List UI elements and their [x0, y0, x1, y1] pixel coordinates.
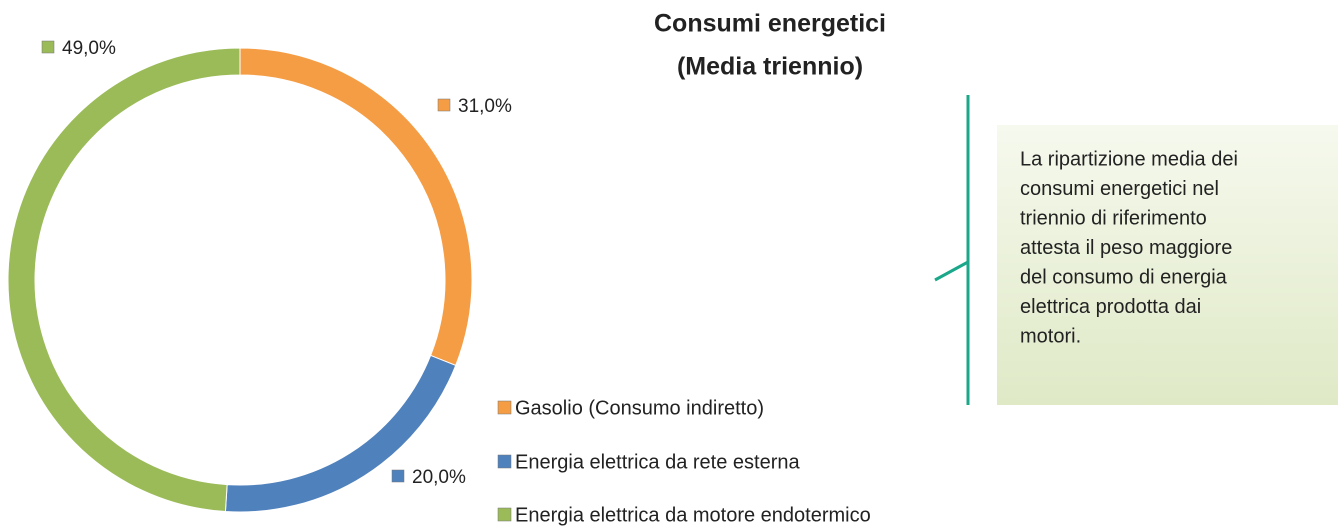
- chart-title: Consumi energetici: [654, 10, 886, 38]
- annotation-text: elettrica prodotta dai: [1020, 296, 1201, 318]
- annotation-text: motori.: [1020, 325, 1081, 347]
- annotation-text: del consumo di energia: [1020, 266, 1228, 288]
- donut-slice: [7, 47, 241, 513]
- chart-title: (Media triennio): [677, 53, 863, 81]
- data-label: 49,0%: [62, 38, 116, 59]
- annotation-text: triennio di riferimento: [1020, 207, 1207, 229]
- annotation-text: attesta il peso maggiore: [1020, 237, 1232, 259]
- label-marker: [41, 40, 55, 54]
- data-label: 20,0%: [412, 467, 466, 488]
- legend-label: Energia elettrica da motore endotermico: [515, 504, 871, 526]
- data-label: 31,0%: [458, 96, 512, 117]
- annotation-box: [997, 125, 1338, 405]
- label-marker: [391, 469, 405, 483]
- annotation-text: La ripartizione media dei: [1020, 148, 1238, 170]
- callout-bracket: [934, 95, 970, 405]
- legend-label: Gasolio (Consumo indiretto): [515, 397, 764, 419]
- legend-label: Energia elettrica da rete esterna: [515, 451, 800, 473]
- donut-slice: [239, 47, 473, 367]
- legend-marker: [497, 400, 512, 415]
- legend-marker: [497, 454, 512, 469]
- legend-marker: [497, 507, 512, 522]
- label-marker: [437, 98, 451, 112]
- annotation-text: consumi energetici nel: [1020, 178, 1219, 200]
- donut-slice: [224, 354, 457, 513]
